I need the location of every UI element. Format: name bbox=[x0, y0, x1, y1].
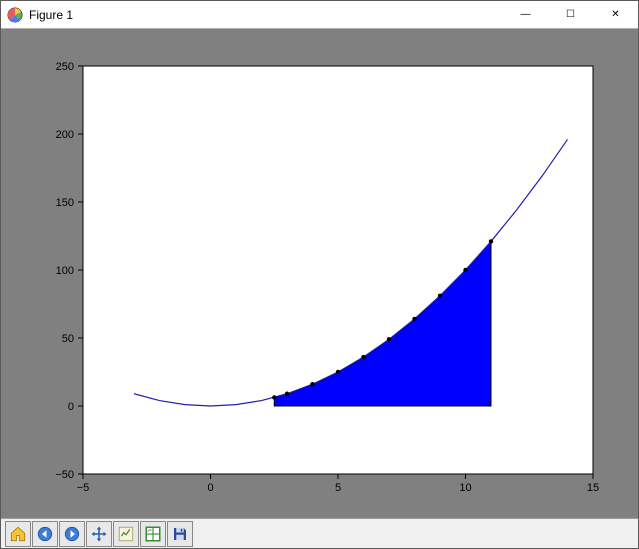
svg-text:−5: −5 bbox=[77, 482, 90, 494]
minimize-button[interactable]: — bbox=[503, 1, 548, 28]
save-button[interactable] bbox=[167, 521, 193, 547]
svg-text:−50: −50 bbox=[55, 469, 74, 481]
home-icon bbox=[9, 525, 27, 543]
nav-toolbar bbox=[1, 518, 638, 548]
pan-icon bbox=[90, 525, 108, 543]
titlebar: Figure 1 — ☐ ✕ bbox=[1, 1, 638, 29]
figure-area: −5051015−50050100150200250 bbox=[1, 29, 638, 518]
forward-icon bbox=[63, 525, 81, 543]
svg-text:10: 10 bbox=[459, 482, 471, 494]
svg-text:200: 200 bbox=[56, 129, 74, 141]
svg-text:150: 150 bbox=[56, 197, 74, 209]
svg-text:0: 0 bbox=[207, 482, 213, 494]
zoom-button[interactable] bbox=[113, 521, 139, 547]
subplots-button[interactable] bbox=[140, 521, 166, 547]
subplots-icon bbox=[144, 525, 162, 543]
home-button[interactable] bbox=[5, 521, 31, 547]
svg-text:100: 100 bbox=[56, 265, 74, 277]
svg-text:250: 250 bbox=[56, 61, 74, 73]
pan-button[interactable] bbox=[86, 521, 112, 547]
svg-text:15: 15 bbox=[587, 482, 599, 494]
svg-text:0: 0 bbox=[68, 401, 74, 413]
zoom-icon bbox=[117, 525, 135, 543]
back-button[interactable] bbox=[32, 521, 58, 547]
back-icon bbox=[36, 525, 54, 543]
close-button[interactable]: ✕ bbox=[593, 1, 638, 28]
save-icon bbox=[171, 525, 189, 543]
matplotlib-icon bbox=[7, 7, 23, 23]
figure-window: Figure 1 — ☐ ✕ −5051015−5005010015020025… bbox=[0, 0, 639, 549]
window-controls: — ☐ ✕ bbox=[503, 1, 638, 28]
window-title: Figure 1 bbox=[29, 8, 503, 22]
svg-text:50: 50 bbox=[62, 333, 74, 345]
maximize-button[interactable]: ☐ bbox=[548, 1, 593, 28]
forward-button[interactable] bbox=[59, 521, 85, 547]
plot-canvas: −5051015−50050100150200250 bbox=[1, 29, 638, 518]
svg-text:5: 5 bbox=[335, 482, 341, 494]
